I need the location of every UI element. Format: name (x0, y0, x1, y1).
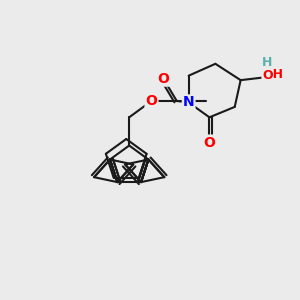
Text: OH: OH (263, 68, 284, 81)
Text: O: O (203, 136, 215, 150)
Text: H: H (262, 56, 273, 69)
Text: N: N (183, 95, 194, 110)
Text: O: O (146, 94, 158, 108)
Text: OH: OH (263, 68, 284, 81)
Text: O: O (158, 72, 169, 86)
Text: O: O (262, 69, 273, 82)
